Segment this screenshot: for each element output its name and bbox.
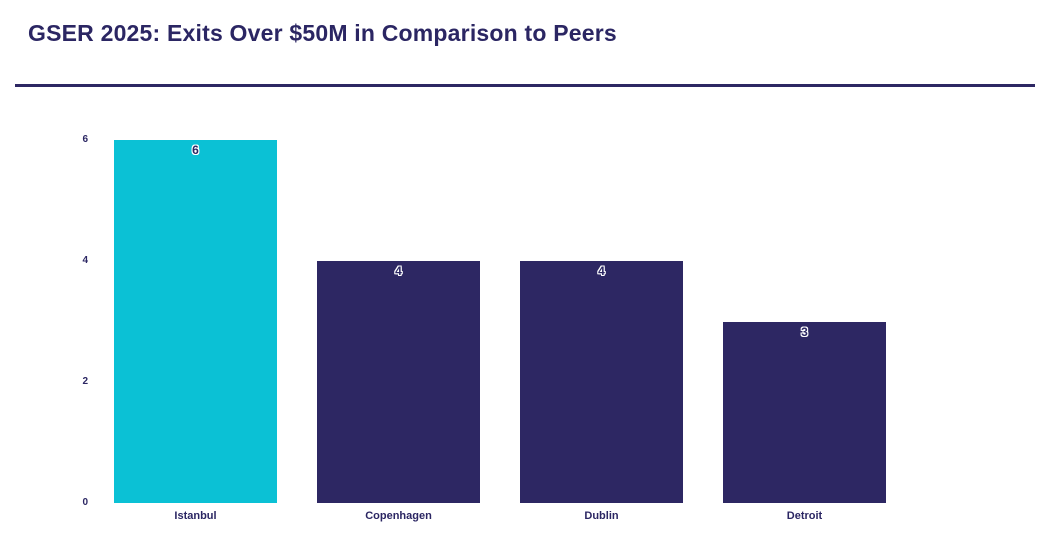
bar-dublin xyxy=(520,261,683,503)
x-axis-category-label: Copenhagen xyxy=(365,510,432,522)
bar-istanbul xyxy=(114,140,277,503)
bar-detroit xyxy=(723,321,886,503)
bar-value-label: 4 xyxy=(598,264,605,278)
x-axis-category-label: Istanbul xyxy=(174,510,217,522)
x-axis-category-label: Detroit xyxy=(786,510,823,522)
y-axis-tick-label: 2 xyxy=(82,376,88,387)
x-axis-category-label: Dublin xyxy=(584,510,619,522)
y-axis-tick-label: 6 xyxy=(82,134,88,145)
bar-value-label: 4 xyxy=(395,264,402,278)
y-axis-tick-label: 4 xyxy=(82,255,88,266)
bar-value-label: 3 xyxy=(801,324,808,339)
chart-title: GSER 2025: Exits Over $50M in Comparison… xyxy=(28,20,617,46)
y-axis-tick-label: 0 xyxy=(82,497,88,508)
bar-value-label: 6 xyxy=(192,143,199,157)
bar-copenhagen xyxy=(317,261,480,503)
title-divider xyxy=(15,84,1035,87)
